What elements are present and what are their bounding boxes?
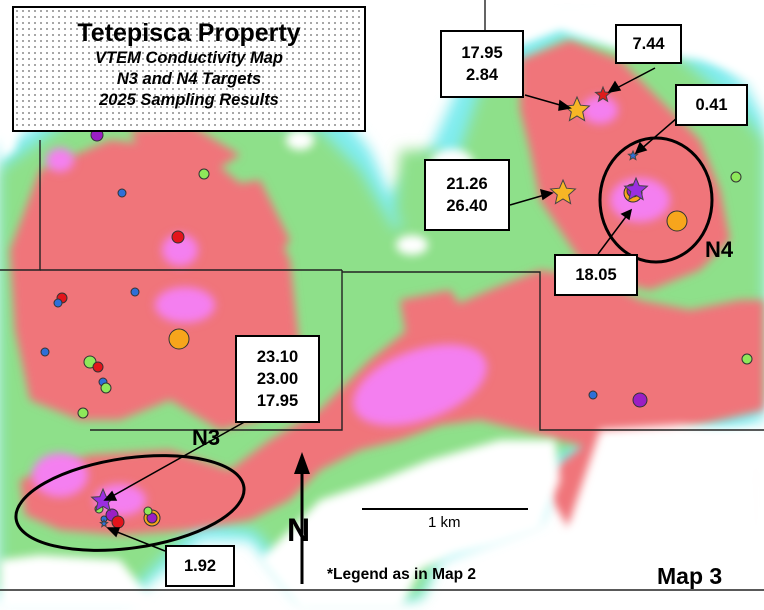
sample-dot — [588, 390, 598, 400]
n3-target-outline — [14, 454, 246, 552]
sample-dot — [40, 347, 50, 357]
map-number: Map 3 — [657, 563, 723, 589]
assay-value: 2.84 — [465, 66, 499, 84]
sample-dot — [168, 328, 190, 350]
sample-label-box: 18.05 — [554, 254, 638, 296]
sample-label-box: 0.41 — [675, 84, 748, 126]
assay-value: 23.00 — [256, 370, 299, 388]
map-subtitle: VTEM Conductivity Map — [95, 49, 283, 67]
map-title: Tetepisca Property — [77, 19, 301, 47]
assay-value: 23.10 — [256, 348, 299, 366]
sample-dot — [741, 353, 753, 365]
map-subtitle: N3 and N4 Targets — [116, 70, 262, 88]
sample-points — [40, 128, 753, 529]
property-boundary — [0, 0, 764, 591]
assay-value: 17.95 — [461, 44, 503, 62]
sample-dot — [77, 407, 89, 419]
target-label-n4: N4 — [705, 237, 734, 262]
north-arrow-icon — [294, 452, 310, 584]
purple-star — [623, 176, 649, 201]
sample-dot — [730, 171, 742, 183]
sample-label-box: 7.44 — [615, 24, 682, 64]
assay-value: 26.40 — [446, 197, 488, 215]
sample-dot — [92, 361, 104, 373]
target-label-n3: N3 — [192, 425, 221, 450]
title-panel: Tetepisca Property VTEM Conductivity Map… — [12, 6, 366, 132]
sample-label-box: 17.95 2.84 — [440, 30, 524, 98]
sample-dot — [111, 515, 125, 529]
sample-dot — [632, 392, 648, 408]
blue-star — [99, 518, 109, 528]
sample-label-box: 21.26 26.40 — [424, 159, 510, 231]
sample-dot — [143, 506, 153, 516]
blue-star — [627, 149, 639, 161]
assay-value: 7.44 — [632, 35, 665, 53]
assay-value: 0.41 — [695, 96, 728, 114]
scale-label: 1 km — [428, 514, 461, 531]
sample-dot — [117, 188, 127, 198]
assay-value: 17.95 — [256, 392, 299, 410]
sample-dot — [666, 210, 688, 232]
assay-value: 21.26 — [446, 175, 488, 193]
map-subtitle: 2025 Sampling Results — [99, 91, 279, 109]
leader-arrows — [103, 67, 678, 552]
legend-note: *Legend as in Map 2 — [327, 566, 477, 583]
sample-dot — [198, 168, 210, 180]
sample-label-box: 1.92 — [165, 545, 235, 587]
assay-value: 18.05 — [575, 266, 617, 284]
sample-dot — [53, 298, 63, 308]
sample-dot — [130, 287, 140, 297]
sample-dot — [100, 382, 112, 394]
north-label: N — [287, 512, 311, 548]
gold-star — [549, 178, 577, 205]
n4-target-outline — [598, 136, 714, 264]
sample-stars — [90, 85, 649, 528]
assay-value: 1.92 — [183, 557, 217, 575]
sample-dot — [171, 230, 185, 244]
sample-label-box: 23.10 23.00 17.95 — [235, 335, 320, 423]
